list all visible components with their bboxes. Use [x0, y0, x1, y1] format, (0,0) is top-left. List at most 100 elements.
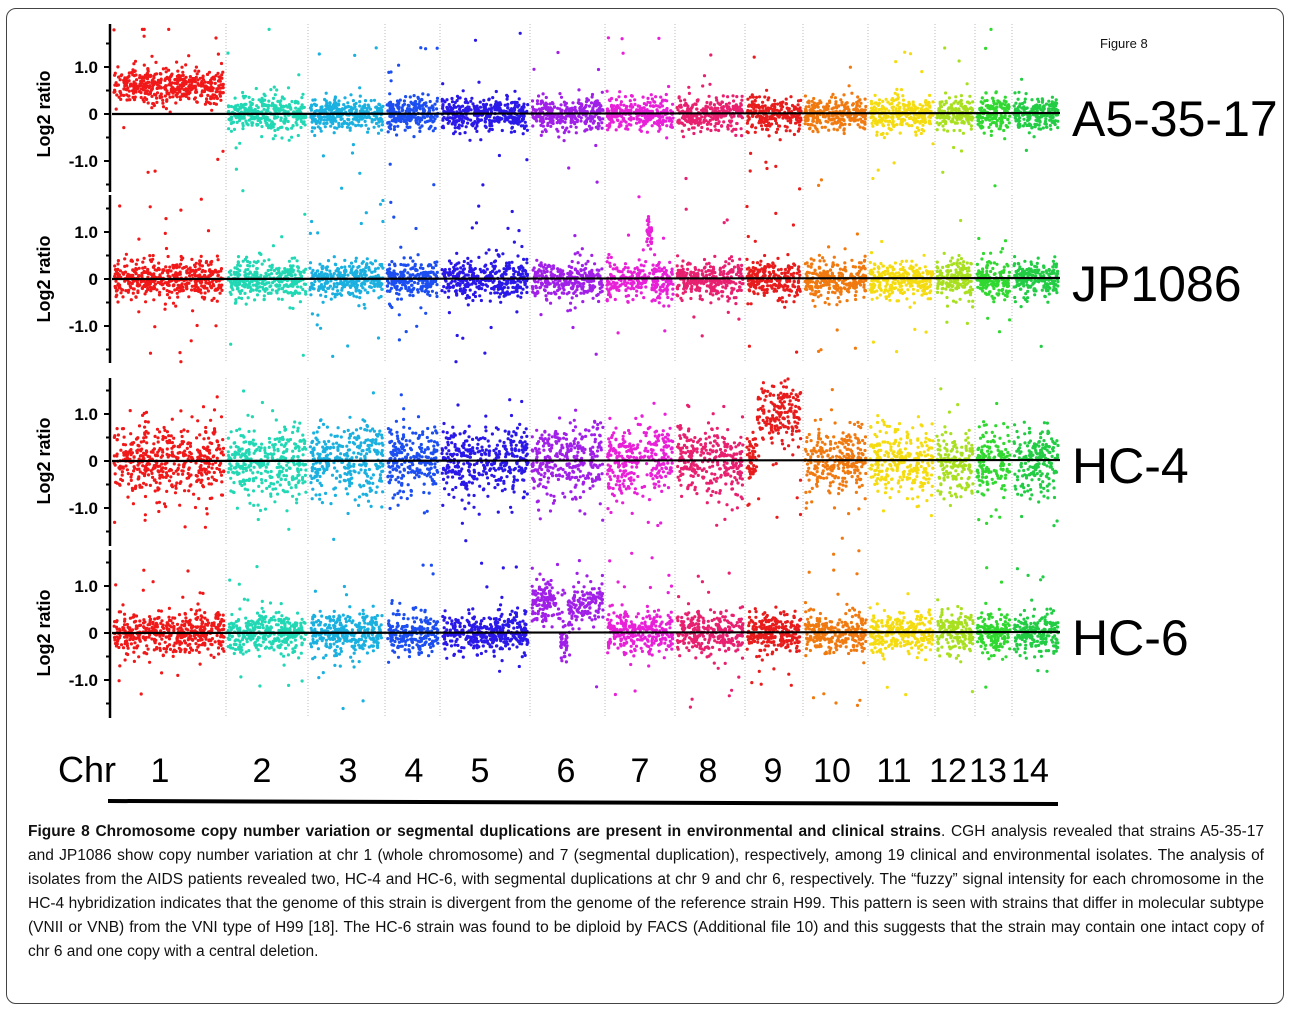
data-point: [262, 107, 266, 111]
data-point: [441, 103, 445, 107]
data-point: [214, 102, 218, 106]
data-point: [706, 127, 710, 131]
data-point: [206, 263, 210, 267]
data-point: [187, 54, 191, 58]
data-point: [274, 283, 278, 287]
data-point: [855, 102, 859, 106]
data-point: [354, 109, 358, 113]
data-point: [939, 105, 944, 109]
data-point: [271, 244, 275, 248]
data-point: [442, 115, 446, 120]
data-point: [891, 108, 895, 112]
data-point: [882, 136, 887, 140]
data-point: [164, 246, 169, 251]
data-point: [288, 306, 292, 310]
data-point: [849, 118, 853, 122]
data-point: [1013, 91, 1017, 95]
data-point: [835, 106, 839, 110]
data-point: [1044, 102, 1049, 106]
data-point: [952, 145, 956, 150]
data-point: [178, 76, 182, 80]
data-point: [119, 291, 123, 295]
data-point: [298, 300, 302, 304]
data-point: [275, 291, 279, 295]
data-point: [810, 99, 814, 103]
data-point: [267, 99, 271, 103]
data-point: [980, 119, 985, 124]
data-point: [164, 265, 168, 269]
data-point: [354, 259, 358, 263]
data-point: [269, 123, 273, 127]
data-point: [238, 280, 242, 284]
data-point: [270, 101, 275, 105]
data-point: [685, 120, 690, 124]
data-point: [898, 131, 902, 135]
data-point: [582, 107, 586, 111]
data-point: [1048, 123, 1052, 128]
data-point: [600, 126, 604, 130]
data-point: [221, 149, 225, 153]
y-tick-label: -1.0: [69, 152, 98, 171]
data-point: [113, 89, 117, 94]
data-point: [921, 123, 925, 127]
data-point: [708, 82, 712, 86]
data-point: [209, 85, 213, 89]
data-point: [826, 120, 830, 124]
data-point: [798, 119, 802, 123]
data-point: [141, 260, 145, 264]
data-point: [126, 98, 131, 102]
data-point: [170, 72, 174, 76]
data-point: [654, 95, 658, 99]
data-point: [937, 123, 941, 127]
data-point: [981, 101, 985, 105]
data-point: [428, 99, 432, 104]
data-point: [144, 75, 148, 79]
data-point: [169, 83, 173, 87]
data-point: [333, 126, 337, 130]
data-point: [283, 267, 287, 271]
data-point: [267, 258, 271, 262]
data-point: [484, 125, 488, 129]
data-point: [784, 97, 788, 101]
data-point: [765, 166, 769, 171]
data-point: [521, 132, 525, 136]
data-point: [669, 109, 673, 113]
data-point: [799, 98, 803, 102]
data-point: [579, 119, 583, 123]
data-point: [207, 88, 211, 92]
data-point: [194, 261, 198, 265]
data-point: [214, 287, 218, 291]
data-point: [959, 94, 964, 98]
data-point: [340, 125, 344, 129]
data-point: [337, 124, 341, 128]
data-point: [328, 105, 333, 109]
data-point: [615, 114, 619, 118]
data-point: [119, 97, 123, 101]
data-point: [276, 99, 280, 103]
data-point: [931, 142, 935, 146]
data-point: [540, 130, 545, 134]
data-point: [333, 95, 337, 99]
data-point: [758, 116, 763, 120]
data-point: [201, 74, 205, 78]
data-point: [617, 106, 621, 110]
data-point: [789, 118, 793, 123]
data-point: [977, 115, 981, 119]
data-point: [746, 131, 750, 135]
data-point: [665, 116, 669, 120]
data-point: [472, 104, 476, 108]
data-point: [713, 124, 717, 128]
data-point: [118, 89, 122, 94]
data-point: [195, 72, 199, 76]
data-point: [184, 80, 188, 84]
data-point: [767, 96, 771, 100]
data-point: [268, 291, 272, 295]
data-point: [264, 271, 268, 275]
data-point: [726, 123, 730, 127]
data-point: [806, 122, 810, 127]
data-point: [1048, 118, 1052, 122]
data-point: [1016, 119, 1020, 123]
data-point: [207, 269, 212, 273]
data-point: [407, 109, 411, 113]
data-point: [515, 116, 520, 120]
